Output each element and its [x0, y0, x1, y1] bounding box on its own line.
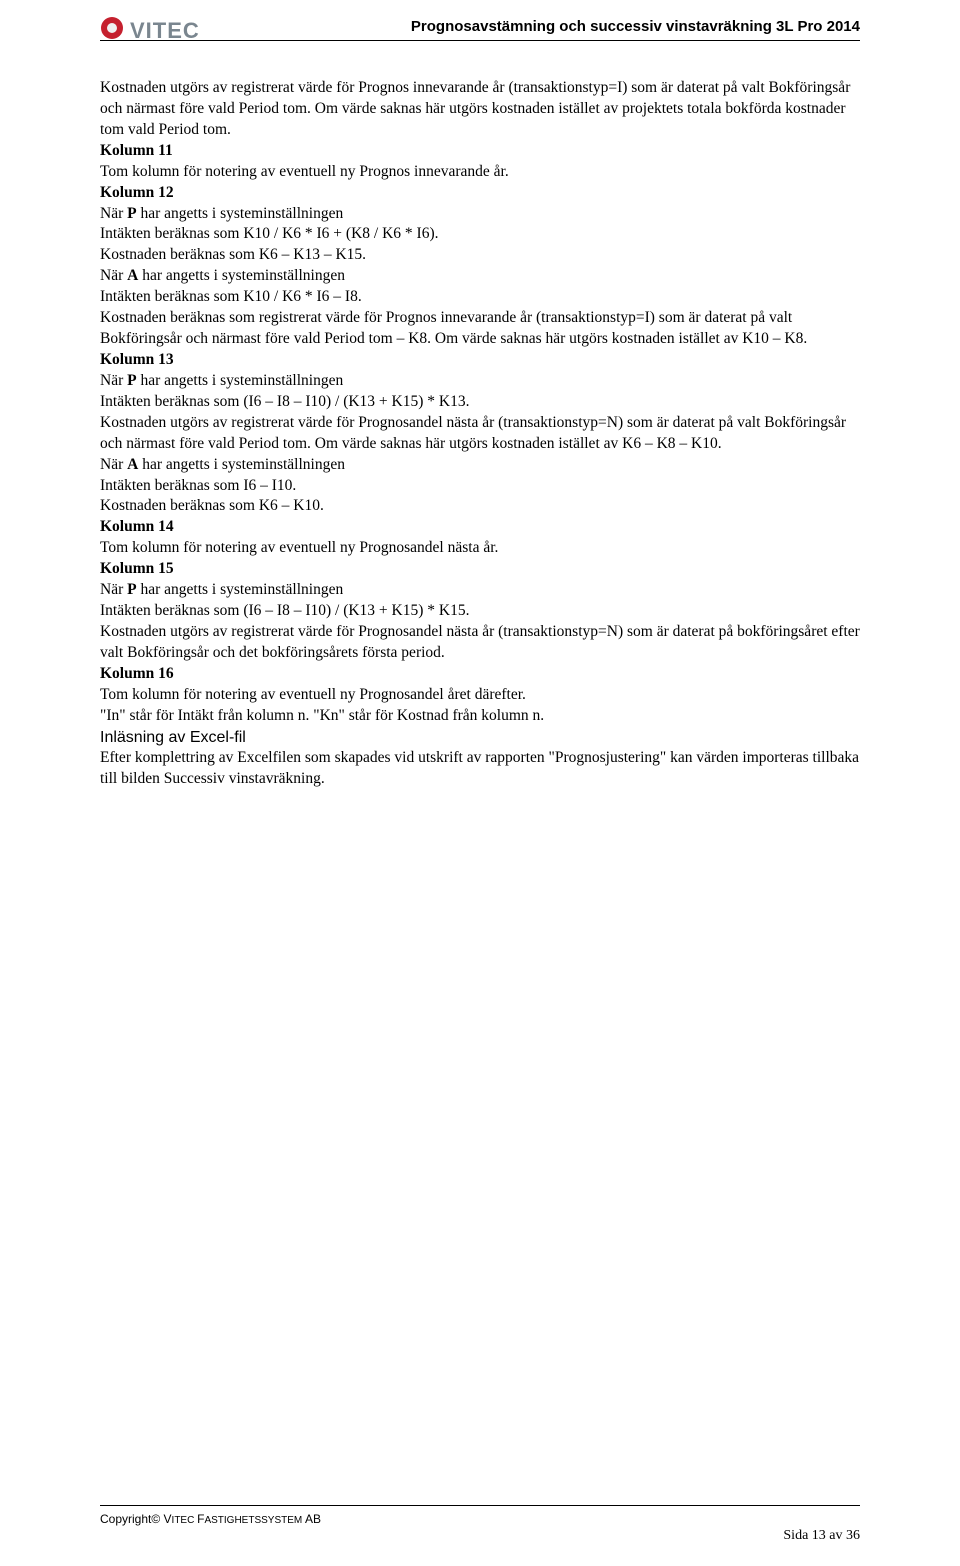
body-paragraph: Kostnaden utgörs av registrerat värde fö…: [100, 413, 860, 455]
column-heading: Kolumn 12: [100, 183, 860, 204]
column-heading: Kolumn 14: [100, 517, 860, 538]
body-paragraph: Efter komplettring av Excelfilen som ska…: [100, 748, 860, 790]
footer-copyright: Copyright© VITEC FASTIGHETSSYSTEM AB: [100, 1512, 321, 1526]
body-paragraph: När P har angetts i systeminställningen: [100, 580, 860, 601]
body-paragraph: När A har angetts i systeminställningen: [100, 455, 860, 476]
column-heading: Kolumn 11: [100, 141, 860, 162]
page-header-title: Prognosavstämning och successiv vinstavr…: [411, 18, 860, 35]
body-paragraph: Tom kolumn för notering av eventuell ny …: [100, 538, 860, 559]
body-paragraph: Intäkten beräknas som (I6 – I8 – I10) / …: [100, 601, 860, 622]
column-heading: Kolumn 16: [100, 664, 860, 685]
header-divider: [100, 40, 860, 41]
column-heading: Kolumn 13: [100, 350, 860, 371]
body-paragraph: Intäkten beräknas som K10 / K6 * I6 + (K…: [100, 224, 860, 245]
body-paragraph: Kostnaden beräknas som registrerat värde…: [100, 308, 860, 350]
body-paragraph: Tom kolumn för notering av eventuell ny …: [100, 162, 860, 183]
body-paragraph: När P har angetts i systeminställningen: [100, 204, 860, 225]
body-paragraph: När P har angetts i systeminställningen: [100, 371, 860, 392]
column-heading: Kolumn 15: [100, 559, 860, 580]
body-paragraph: Kostnaden utgörs av registrerat värde fö…: [100, 622, 860, 664]
body-paragraph: Kostnaden utgörs av registrerat värde fö…: [100, 78, 860, 141]
body-paragraph: Kostnaden beräknas som K6 – K10.: [100, 496, 860, 517]
body-paragraph: Intäkten beräknas som (I6 – I8 – I10) / …: [100, 392, 860, 413]
footer-divider: [100, 1505, 860, 1506]
body-paragraph: Kostnaden beräknas som K6 – K13 – K15.: [100, 245, 860, 266]
body-paragraph: Intäkten beräknas som K10 / K6 * I6 – I8…: [100, 287, 860, 308]
body-paragraph: Intäkten beräknas som I6 – I10.: [100, 476, 860, 497]
body-paragraph: Tom kolumn för notering av eventuell ny …: [100, 685, 860, 706]
body-paragraph: "In" står för Intäkt från kolumn n. "Kn"…: [100, 706, 860, 727]
body-paragraph: När A har angetts i systeminställningen: [100, 266, 860, 287]
section-heading: Inläsning av Excel-fil: [100, 727, 860, 749]
document-body: Kostnaden utgörs av registrerat värde fö…: [100, 78, 860, 790]
footer-page-number: Sida 13 av 36: [783, 1528, 860, 1544]
